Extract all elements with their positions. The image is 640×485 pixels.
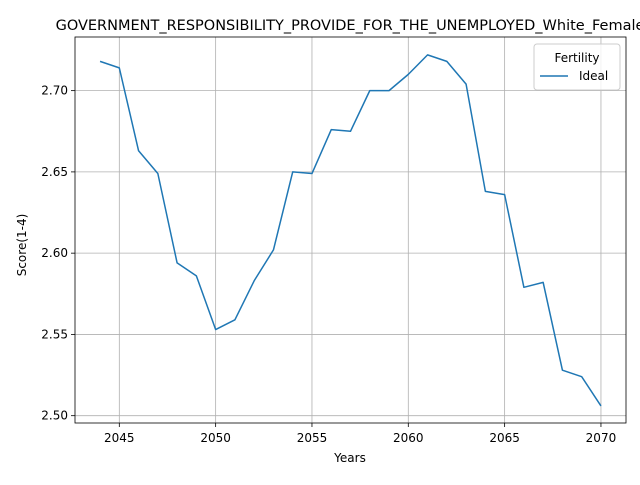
y-tick-label: 2.55 [41, 327, 68, 341]
legend-box [533, 43, 621, 91]
x-tick-label: 2055 [297, 431, 328, 445]
y-tick-label: 2.70 [41, 84, 68, 98]
y-tick-label: 2.65 [41, 165, 68, 179]
y-axis-label: Score(1-4) [15, 214, 29, 277]
legend-label-ideal: Ideal [579, 69, 608, 83]
y-tick-label: 2.60 [41, 246, 68, 260]
axes: 2045 2050 2055 2060 2065 2070 2.50 2.55 2.60 2.65… [41, 36, 627, 445]
legend-title: Fertility [554, 51, 599, 65]
x-axis-label: Years [333, 451, 366, 465]
x-tick-label: 2070 [586, 431, 617, 445]
grid [75, 37, 626, 423]
legend: Fertility Ideal [533, 43, 621, 91]
axes-frame [74, 36, 627, 424]
x-tick-label: 2045 [104, 431, 135, 445]
x-tick-label: 2060 [393, 431, 424, 445]
y-tick-label: 2.50 [41, 409, 68, 423]
plot-area [99, 54, 602, 407]
chart-title: GOVERNMENT_RESPONSIBILITY_PROVIDE_FOR_TH… [56, 18, 640, 34]
x-tick-label: 2065 [489, 431, 520, 445]
series-line-ideal [99, 54, 602, 407]
x-tick-label: 2050 [200, 431, 231, 445]
